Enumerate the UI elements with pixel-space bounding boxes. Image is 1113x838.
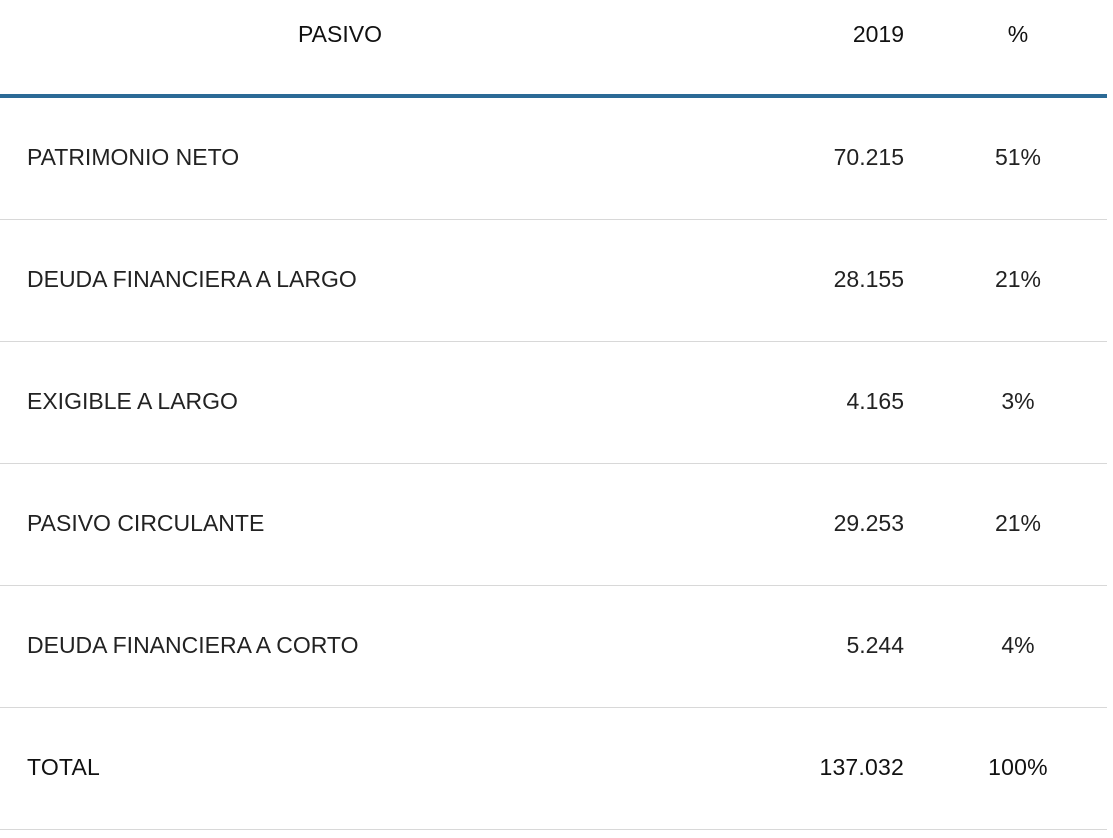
header-year: 2019 (852, 21, 904, 47)
total-value: 137.032 (819, 754, 904, 780)
row-value: 5.244 (846, 632, 904, 658)
row-label: PASIVO CIRCULANTE (27, 510, 265, 536)
header-percent: % (1007, 21, 1029, 47)
table-header: PASIVO 2019 % (0, 0, 1107, 98)
table-row: EXIGIBLE A LARGO 4.165 3% (0, 342, 1107, 464)
total-label: TOTAL (27, 754, 100, 780)
row-label: DEUDA FINANCIERA A LARGO (27, 266, 357, 292)
header-pasivo: PASIVO (298, 21, 382, 47)
table-row: DEUDA FINANCIERA A CORTO 5.244 4% (0, 586, 1107, 708)
row-value: 28.155 (833, 266, 904, 292)
row-label: EXIGIBLE A LARGO (27, 388, 238, 414)
row-value: 4.165 (846, 388, 904, 414)
row-percent: 21% (994, 510, 1042, 536)
row-label: PATRIMONIO NETO (27, 144, 240, 170)
row-label: DEUDA FINANCIERA A CORTO (27, 632, 359, 658)
table-row: PASIVO CIRCULANTE 29.253 21% (0, 464, 1107, 586)
table-row: DEUDA FINANCIERA A LARGO 28.155 21% (0, 220, 1107, 342)
row-percent: 21% (994, 266, 1042, 292)
row-percent: 3% (1001, 388, 1035, 414)
table-row: PATRIMONIO NETO 70.215 51% (0, 98, 1107, 220)
row-percent: 4% (1001, 632, 1035, 658)
row-value: 29.253 (833, 510, 904, 536)
total-row: TOTAL 137.032 100% (0, 708, 1107, 830)
row-percent: 51% (994, 144, 1042, 170)
total-percent: 100% (988, 754, 1048, 780)
row-value: 70.215 (833, 144, 904, 170)
